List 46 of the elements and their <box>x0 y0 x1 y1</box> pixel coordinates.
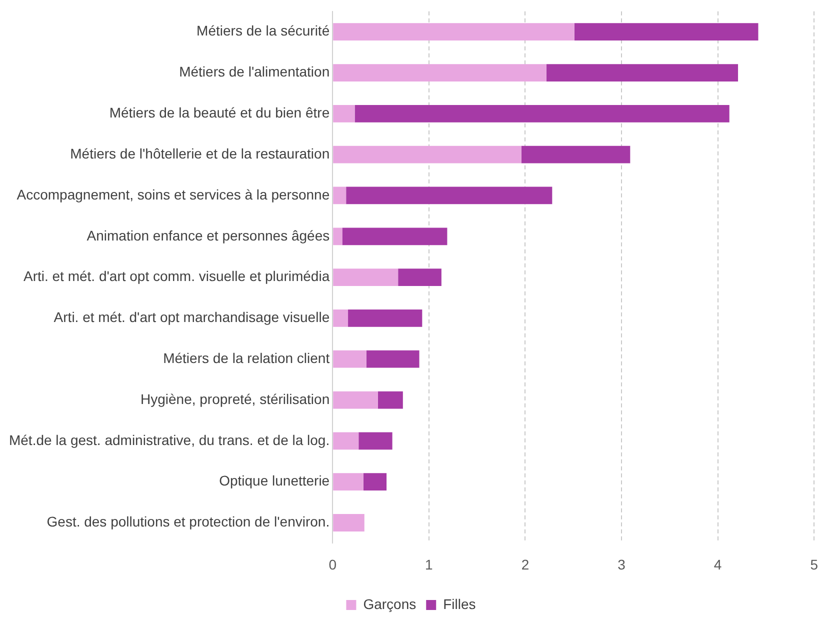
bar <box>363 473 387 491</box>
legend-label: Garçons <box>363 596 416 612</box>
bar <box>333 432 359 450</box>
y-tick-label: Métiers de la beauté et du bien être <box>109 104 330 121</box>
bar <box>333 64 546 82</box>
x-tick-label: 2 <box>521 556 530 572</box>
y-tick-label: Accompagnement, soins et services à la personne <box>16 186 330 202</box>
y-tick-label: Métiers de l'hôtellerie et de la restauration <box>70 145 330 162</box>
bar <box>358 432 392 450</box>
bar <box>342 228 448 246</box>
bar <box>333 228 342 246</box>
x-tick-label: 3 <box>618 556 626 572</box>
y-tick-label: Métiers de la relation client <box>163 350 330 366</box>
bar <box>333 268 398 286</box>
y-tick-label: Métiers de la sécurité <box>196 22 330 39</box>
bar <box>366 350 420 368</box>
x-tick-label: 0 <box>328 556 337 572</box>
bar <box>354 104 730 122</box>
bar <box>333 23 574 41</box>
bar <box>521 146 630 164</box>
y-tick-label: Métiers de l'alimentation <box>179 64 330 80</box>
bar <box>333 514 364 532</box>
bar <box>333 146 522 164</box>
bar <box>346 186 552 204</box>
bar <box>574 23 758 41</box>
bar <box>333 350 366 368</box>
bar <box>333 186 346 204</box>
y-tick-label: Mét.de la gest. administrative, du trans. et de la log. <box>8 432 330 448</box>
bar <box>398 268 442 286</box>
bar <box>348 310 422 327</box>
y-tick-label: Optique lunetterie <box>219 472 330 489</box>
x-tick-label: 4 <box>714 556 722 572</box>
x-tick-label: 1 <box>425 556 434 572</box>
y-tick-label: Arti. et mét. d'art opt marchandisage visuelle <box>54 309 330 326</box>
bar <box>333 391 378 409</box>
legend-label: Filles <box>443 596 476 612</box>
bar <box>333 104 355 122</box>
x-tick-label: 5 <box>810 556 818 572</box>
bar <box>546 64 738 82</box>
bar <box>378 391 403 409</box>
y-tick-label: Gest. des pollutions et protection de l'environ. <box>46 514 330 530</box>
y-tick-label: Animation enfance et personnes âgées <box>86 227 330 244</box>
bar <box>333 310 348 327</box>
y-tick-label: Hygiène, propreté, stérilisation <box>140 390 330 407</box>
bar <box>333 473 364 491</box>
y-tick-label: Arti. et mét. d'art opt comm. visuelle et plurimédia <box>23 268 330 284</box>
